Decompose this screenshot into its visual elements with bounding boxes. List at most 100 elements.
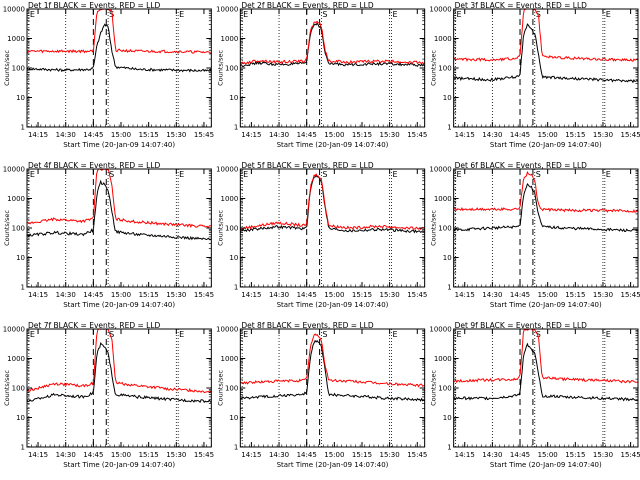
region-marker-label: E <box>392 330 397 339</box>
x-tick-label: 15:45 <box>194 451 214 459</box>
y-tick-label: 1000 <box>434 35 452 43</box>
y-tick-label: 1 <box>447 444 451 452</box>
region-marker-label: E <box>392 170 397 179</box>
y-tick-label: 1 <box>21 444 25 452</box>
y-axis-label: Counts/sec <box>216 210 224 246</box>
y-tick-label: 100 <box>12 385 25 393</box>
x-tick-label: 15:15 <box>565 291 585 299</box>
x-tick-label: 15:30 <box>380 291 400 299</box>
y-tick-label: 1000 <box>221 195 239 203</box>
y-tick-label: 10000 <box>3 326 25 334</box>
region-marker-label: E <box>179 330 184 339</box>
y-tick-label: 100 <box>438 65 451 73</box>
x-tick-label: 14:30 <box>482 291 502 299</box>
panel-title: Det 2f BLACK = Events, RED = LLD <box>241 1 374 10</box>
events-series-line <box>26 23 212 73</box>
y-axis-label: Counts/sec <box>430 210 438 246</box>
y-axis-label: Counts/sec <box>3 210 11 246</box>
y-tick-label: 1000 <box>221 35 239 43</box>
x-tick-label: 14:45 <box>83 131 103 139</box>
y-tick-label: 100 <box>438 225 451 233</box>
x-tick-label: 15:00 <box>538 451 558 459</box>
x-tick-label: 14:45 <box>83 451 103 459</box>
y-tick-label: 10 <box>16 414 25 422</box>
y-tick-label: 1000 <box>221 355 239 363</box>
y-tick-label: 1 <box>447 284 451 292</box>
y-tick-label: 10 <box>16 94 25 102</box>
plot-frame <box>26 328 212 448</box>
x-tick-label: 15:45 <box>407 131 427 139</box>
region-marker-label: S <box>536 170 541 179</box>
panel-title: Det 8f BLACK = Events, RED = LLD <box>241 321 374 330</box>
y-axis-label: Counts/sec <box>3 50 11 86</box>
x-tick-label: 14:30 <box>56 451 76 459</box>
x-tick-label: 15:15 <box>565 131 585 139</box>
events-series-line <box>240 22 426 68</box>
y-tick-label: 10000 <box>216 166 238 174</box>
x-tick-label: 14:45 <box>297 451 317 459</box>
y-tick-label: 10000 <box>216 6 238 14</box>
x-tick-label: 14:45 <box>510 131 530 139</box>
panel-title: Det 1f BLACK = Events, RED = LLD <box>28 1 161 10</box>
y-tick-label: 10000 <box>216 326 238 334</box>
plot-frame <box>239 328 426 448</box>
y-tick-label: 100 <box>225 225 238 233</box>
x-tick-label: 15:00 <box>538 131 558 139</box>
panel-title: Det 7f BLACK = Events, RED = LLD <box>28 321 161 330</box>
x-tick-label: 14:15 <box>241 131 261 139</box>
x-tick-label: 14:45 <box>297 131 317 139</box>
y-tick-label: 1000 <box>7 35 25 43</box>
x-axis-label: Start Time (20-Jan-09 14:07:40) <box>490 141 602 149</box>
lld-series-line <box>239 20 426 66</box>
y-axis-label: Counts/sec <box>3 370 11 406</box>
x-axis-label: Start Time (20-Jan-09 14:07:40) <box>63 301 175 309</box>
y-tick-label: 10 <box>16 254 25 262</box>
x-tick-label: 15:45 <box>621 451 640 459</box>
x-tick-label: 14:45 <box>297 291 317 299</box>
y-tick-label: 100 <box>225 65 238 73</box>
x-tick-label: 15:15 <box>352 451 372 459</box>
x-tick-label: 15:30 <box>166 291 186 299</box>
region-marker-label: S <box>322 170 327 179</box>
region-marker-label: S <box>109 10 114 19</box>
region-marker-label: E <box>606 170 611 179</box>
region-marker-label: E <box>606 330 611 339</box>
x-tick-label: 14:45 <box>83 291 103 299</box>
events-series-line <box>240 339 425 402</box>
region-marker-label: E <box>243 170 248 179</box>
region-marker-label: S <box>536 330 541 339</box>
y-tick-label: 10000 <box>3 166 25 174</box>
x-tick-label: 14:30 <box>269 451 289 459</box>
x-tick-label: 15:30 <box>380 131 400 139</box>
y-axis-label: Counts/sec <box>216 50 224 86</box>
lld-series-line <box>26 168 212 229</box>
y-tick-label: 100 <box>12 65 25 73</box>
x-tick-label: 14:30 <box>56 291 76 299</box>
x-tick-label: 15:15 <box>352 291 372 299</box>
events-series-line <box>453 23 639 84</box>
x-tick-label: 14:15 <box>241 451 261 459</box>
x-tick-label: 14:30 <box>269 131 289 139</box>
x-tick-label: 15:00 <box>324 451 344 459</box>
x-tick-label: 15:00 <box>111 451 131 459</box>
region-marker-label: S <box>322 10 327 19</box>
x-tick-label: 14:15 <box>28 451 48 459</box>
x-tick-label: 15:00 <box>324 131 344 139</box>
x-tick-label: 14:45 <box>510 291 530 299</box>
x-tick-label: 15:15 <box>139 451 159 459</box>
lld-series-line <box>453 328 639 384</box>
x-axis-label: Start Time (20-Jan-09 14:07:40) <box>63 461 175 469</box>
x-tick-label: 15:45 <box>194 131 214 139</box>
x-tick-label: 14:30 <box>482 131 502 139</box>
region-marker-label: E <box>179 10 184 19</box>
x-axis-label: Start Time (20-Jan-09 14:07:40) <box>277 141 389 149</box>
x-tick-label: 15:15 <box>139 131 159 139</box>
region-marker-label: E <box>30 330 35 339</box>
